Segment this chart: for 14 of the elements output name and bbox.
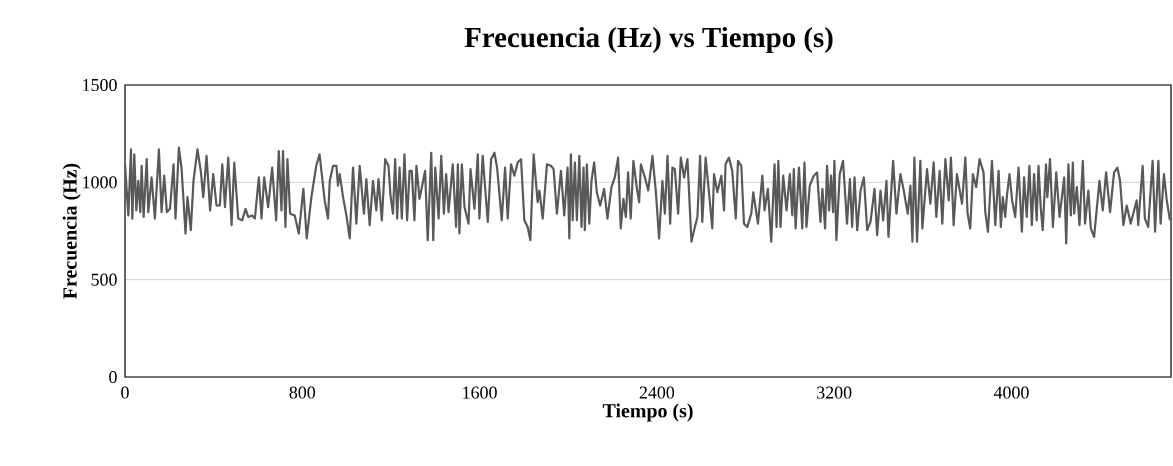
line-series [125,146,1172,245]
x-tick-label: 3200 [817,386,852,399]
y-tick-label: 1500 [83,78,117,92]
x-axis-title: Tiempo (s) [602,403,693,422]
x-tick-label: 800 [289,386,316,399]
y-tick-label: 1000 [83,176,117,189]
y-axis-title: Frecuencia (Hz) [62,163,81,299]
x-tick-label: 0 [121,386,129,399]
chart-title: Frecuencia (Hz) vs Tiempo (s) [464,26,833,54]
x-tick-label: 4000 [993,386,1029,399]
x-tick-label: 1600 [463,386,497,399]
x-tick-label: 2400 [639,386,675,399]
y-tick-label: 500 [91,273,117,286]
y-tick-label: 0 [109,370,117,384]
